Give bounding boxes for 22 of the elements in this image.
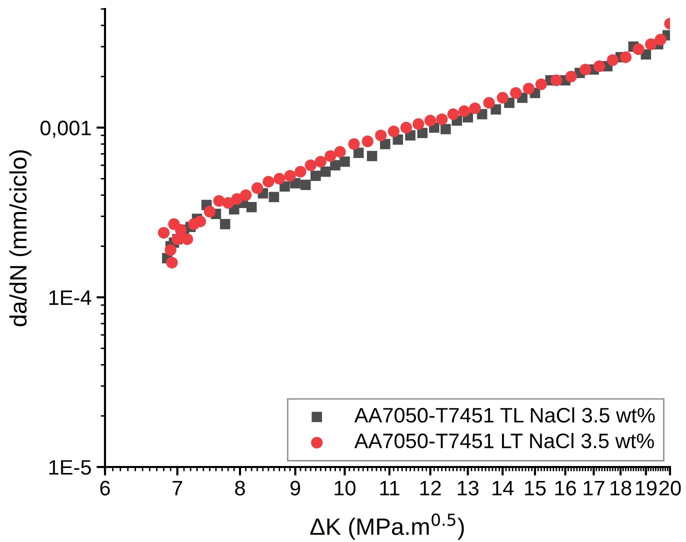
x-tick-label: 20 bbox=[659, 480, 681, 496]
x-tick-label: 17 bbox=[584, 480, 604, 496]
x-tick-label: 18 bbox=[610, 480, 632, 496]
x-tick-label: 16 bbox=[555, 480, 576, 496]
y-tick-label: 1E-5 bbox=[49, 460, 91, 475]
x-tick-label: 19 bbox=[636, 480, 657, 496]
legend-label: AA7050-T7451 TL NaCl 3.5 wt% bbox=[354, 407, 655, 423]
legend-label: AA7050-T7451 LT NaCl 3.5 wt% bbox=[354, 432, 654, 448]
x-tick-label: 12 bbox=[420, 480, 441, 496]
x-tick-label: 7 bbox=[172, 480, 182, 496]
y-tick-label: 0,001 bbox=[40, 120, 91, 138]
x-axis-title: ΔK (MPa.m$^{0.5}$) bbox=[310, 514, 464, 540]
x-tick-label: 15 bbox=[525, 480, 546, 496]
x-tick-label: 8 bbox=[235, 480, 245, 496]
x-tick-label: 11 bbox=[380, 480, 400, 496]
x-tick-label: 13 bbox=[458, 480, 479, 496]
x-tick-label: 9 bbox=[290, 480, 300, 496]
x-tick-label: 14 bbox=[492, 480, 514, 496]
x-tick-label: 6 bbox=[100, 480, 110, 496]
y-axis-title: da/dN (mm/ciclo) bbox=[9, 150, 32, 326]
y-tick-label: 1E-4 bbox=[49, 290, 92, 305]
x-tick-label: 10 bbox=[334, 480, 356, 496]
